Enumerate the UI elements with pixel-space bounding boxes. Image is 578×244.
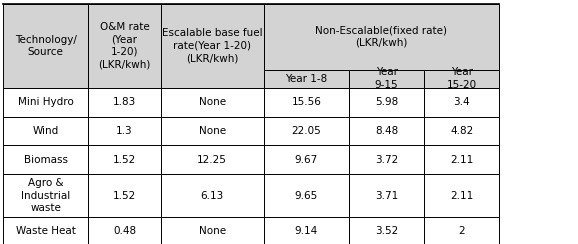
Text: 8.48: 8.48 [375, 126, 398, 136]
Text: 5.98: 5.98 [375, 97, 398, 107]
Bar [424, 88, 499, 117]
Text: 1.52: 1.52 [113, 191, 136, 201]
Text: 6.13: 6.13 [201, 191, 224, 201]
Text: None: None [199, 226, 225, 236]
Text: 9.14: 9.14 [295, 226, 318, 236]
Bar [424, 174, 499, 217]
Bar [161, 117, 264, 145]
Text: Escalable base fuel
rate(Year 1-20)
(LKR/kwh): Escalable base fuel rate(Year 1-20) (LKR… [162, 28, 262, 63]
Text: 12.25: 12.25 [197, 155, 227, 165]
Text: Year
9-15: Year 9-15 [375, 68, 398, 90]
Bar [88, 4, 161, 88]
Bar [349, 174, 424, 217]
Text: Year
15-20: Year 15-20 [447, 68, 477, 90]
Text: 9.67: 9.67 [295, 155, 318, 165]
Bar [161, 217, 264, 244]
Text: 15.56: 15.56 [291, 97, 321, 107]
Bar [3, 88, 88, 117]
Text: 1.83: 1.83 [113, 97, 136, 107]
Bar [264, 145, 349, 174]
Text: 2: 2 [458, 226, 465, 236]
Bar [264, 174, 349, 217]
Bar [424, 217, 499, 244]
Bar [264, 88, 349, 117]
Bar [161, 4, 264, 88]
Text: 3.72: 3.72 [375, 155, 398, 165]
Text: Mini Hydro: Mini Hydro [18, 97, 73, 107]
Text: Agro &
Industrial
waste: Agro & Industrial waste [21, 178, 71, 213]
Text: 3.71: 3.71 [375, 191, 398, 201]
Bar [349, 88, 424, 117]
Text: 2.11: 2.11 [450, 155, 473, 165]
Bar [264, 4, 499, 70]
Bar [88, 88, 161, 117]
Bar [424, 145, 499, 174]
Text: 0.48: 0.48 [113, 226, 136, 236]
Text: None: None [199, 97, 225, 107]
Text: Non-Escalable(fixed rate)
(LKR/kwh): Non-Escalable(fixed rate) (LKR/kwh) [316, 25, 447, 48]
Text: 3.52: 3.52 [375, 226, 398, 236]
Text: 9.65: 9.65 [295, 191, 318, 201]
Text: O&M rate
(Year
1-20)
(LKR/kwh): O&M rate (Year 1-20) (LKR/kwh) [98, 22, 151, 69]
Bar [161, 174, 264, 217]
Text: 1.52: 1.52 [113, 155, 136, 165]
Text: Waste Heat: Waste Heat [16, 226, 76, 236]
Bar [349, 117, 424, 145]
Bar [424, 117, 499, 145]
Bar [264, 70, 349, 88]
Text: Year 1-8: Year 1-8 [285, 74, 328, 84]
Bar [3, 4, 88, 88]
Bar [349, 217, 424, 244]
Text: Biomass: Biomass [24, 155, 68, 165]
Bar [161, 88, 264, 117]
Bar [88, 145, 161, 174]
Bar [349, 70, 424, 88]
Text: Technology/
Source: Technology/ Source [14, 35, 77, 57]
Text: None: None [199, 126, 225, 136]
Text: 3.4: 3.4 [454, 97, 470, 107]
Text: 22.05: 22.05 [291, 126, 321, 136]
Text: 2.11: 2.11 [450, 191, 473, 201]
Bar [3, 217, 88, 244]
Bar [349, 145, 424, 174]
Bar [3, 174, 88, 217]
Bar [424, 70, 499, 88]
Text: 1.3: 1.3 [116, 126, 133, 136]
Text: Wind: Wind [32, 126, 59, 136]
Bar [88, 174, 161, 217]
Bar [88, 217, 161, 244]
Text: 4.82: 4.82 [450, 126, 473, 136]
Bar [3, 117, 88, 145]
Bar [264, 217, 349, 244]
Bar [3, 145, 88, 174]
Bar [161, 145, 264, 174]
Bar [264, 117, 349, 145]
Bar [88, 117, 161, 145]
